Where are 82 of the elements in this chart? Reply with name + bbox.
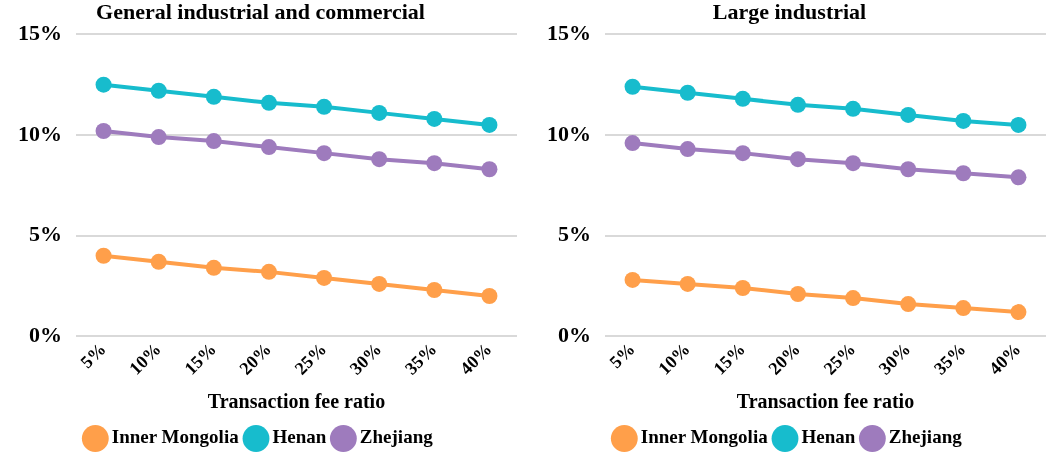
- y-tick-label: 10%: [18, 120, 62, 146]
- y-tick-label: 15%: [547, 20, 591, 46]
- point: [371, 104, 388, 121]
- x-tick-label: 20%: [235, 338, 276, 379]
- x-axis-title: Transaction fee ratio: [736, 390, 915, 413]
- x-tick-label: 10%: [125, 338, 165, 379]
- point: [734, 145, 751, 162]
- point: [624, 135, 641, 152]
- point: [150, 82, 167, 99]
- point: [316, 145, 333, 162]
- point: [955, 165, 972, 182]
- y-tick-label: 0%: [558, 321, 591, 347]
- point: [426, 155, 443, 172]
- x-tick-label: 30%: [345, 338, 386, 379]
- y-tick-label: 10%: [547, 120, 591, 146]
- point: [95, 123, 112, 139]
- point: [205, 133, 222, 150]
- legend-label: Henan: [272, 426, 327, 448]
- point: [789, 286, 806, 303]
- point: [624, 78, 641, 95]
- point: [845, 155, 862, 172]
- point: [150, 129, 167, 146]
- point: [1010, 169, 1027, 186]
- point: [679, 84, 696, 101]
- point: [1010, 116, 1027, 133]
- point: [481, 116, 498, 133]
- x-tick-label: 15%: [180, 338, 220, 379]
- x-tick-label: 5%: [605, 338, 639, 373]
- y-tick-label: 0%: [29, 321, 62, 347]
- point: [205, 88, 222, 105]
- x-tick-label: 25%: [290, 338, 331, 379]
- point: [955, 112, 972, 129]
- x-tick-label: 10%: [654, 338, 694, 379]
- x-tick-label: 35%: [400, 338, 441, 379]
- x-tick-label: 20%: [764, 338, 805, 379]
- point: [900, 296, 917, 313]
- y-tick-label: 5%: [29, 221, 62, 247]
- point: [481, 161, 498, 178]
- point: [150, 253, 167, 270]
- point: [260, 263, 277, 280]
- x-tick-label: 25%: [819, 338, 860, 379]
- point: [734, 90, 751, 107]
- point: [624, 271, 641, 288]
- point: [316, 269, 333, 286]
- legend-label: Zhejiang: [888, 426, 963, 448]
- chart-title: Large industrial: [712, 0, 867, 24]
- y-tick-label: 5%: [558, 221, 591, 247]
- point: [789, 96, 806, 113]
- legend-label: Inner Mongolia: [640, 426, 769, 448]
- point: [734, 279, 751, 296]
- point: [260, 139, 277, 156]
- point: [426, 110, 443, 127]
- legend-label: Henan: [801, 426, 856, 448]
- x-tick-label: 5%: [76, 338, 110, 373]
- point: [679, 275, 696, 292]
- point: [845, 100, 862, 117]
- chart-title: General industrial and commercial: [96, 0, 425, 24]
- point: [481, 288, 498, 305]
- x-tick-label: 40%: [455, 338, 496, 379]
- point: [95, 76, 112, 93]
- point: [955, 300, 972, 317]
- point: [426, 281, 443, 298]
- legend-label: Zhejiang: [359, 426, 434, 448]
- point: [371, 275, 388, 292]
- point: [679, 141, 696, 158]
- x-tick-label: 15%: [709, 338, 749, 379]
- point: [845, 290, 862, 307]
- point: [316, 98, 333, 115]
- point: [789, 151, 806, 168]
- x-tick-label: 30%: [874, 338, 915, 379]
- point: [900, 106, 917, 123]
- point: [260, 94, 277, 111]
- x-tick-label: 35%: [929, 338, 970, 379]
- point: [371, 151, 388, 168]
- y-tick-label: 15%: [18, 20, 62, 46]
- point: [1010, 304, 1027, 321]
- point: [205, 259, 222, 276]
- legend-label: Inner Mongolia: [111, 426, 240, 448]
- x-tick-label: 40%: [984, 338, 1025, 379]
- point: [900, 161, 917, 178]
- x-axis-title: Transaction fee ratio: [207, 390, 386, 413]
- point: [95, 247, 112, 264]
